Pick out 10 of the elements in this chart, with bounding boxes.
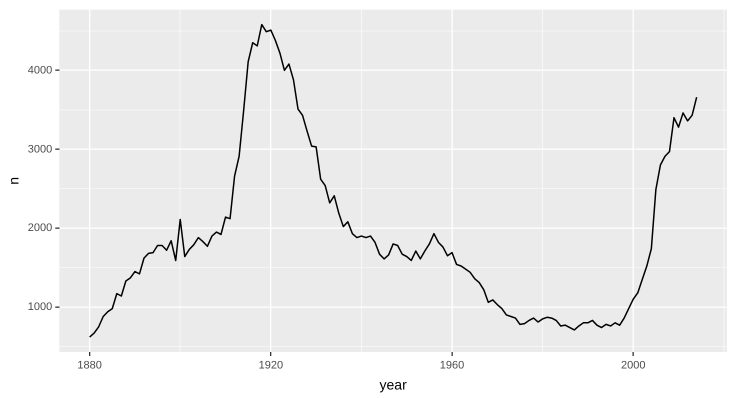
y-tick-label: 1000 <box>28 301 52 314</box>
x-tick-label: 1920 <box>258 360 284 372</box>
y-tick-label: 2000 <box>28 222 52 234</box>
x-tick-label: 2000 <box>620 360 646 372</box>
y-tick-label: 4000 <box>28 64 52 76</box>
y-axis-title: n <box>5 176 22 185</box>
x-tick-label: 1880 <box>77 360 102 372</box>
y-tick-label: 3000 <box>28 143 52 156</box>
x-axis-title: year <box>380 376 408 392</box>
x-tick-label: 1960 <box>440 360 464 372</box>
